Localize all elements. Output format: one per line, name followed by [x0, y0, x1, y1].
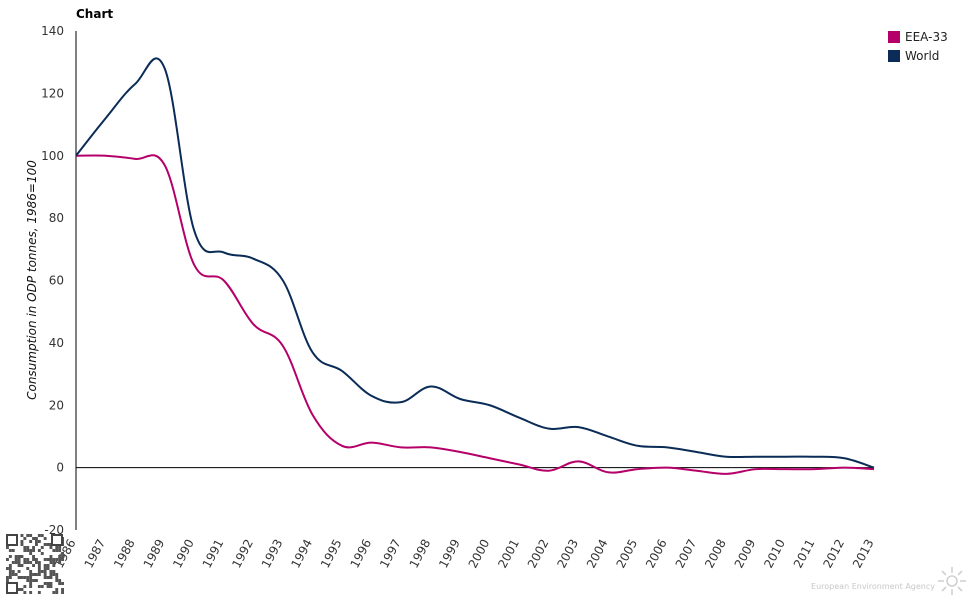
x-tick-label: 1998 [407, 537, 434, 571]
x-tick-label: 1994 [288, 537, 315, 571]
series-group [75, 57, 875, 475]
x-tick-label: 2008 [702, 537, 729, 571]
legend-label: World [905, 49, 939, 63]
y-tick-label: 0 [56, 461, 64, 475]
legend-item-world[interactable]: World [888, 49, 939, 63]
x-tick-label: 1995 [318, 537, 345, 571]
legend-swatch [888, 50, 900, 62]
y-tick-label: 40 [49, 336, 64, 350]
x-tick-label: 1999 [436, 537, 463, 571]
footer-credit: European Environment Agency [811, 582, 935, 591]
x-tick-label: 1987 [82, 537, 109, 571]
x-tick-label: 2004 [584, 537, 611, 571]
y-tick-label: 120 [41, 86, 64, 100]
x-tick-label: 1993 [259, 537, 286, 571]
series-line-eea-33 [75, 154, 875, 475]
x-tick-label: 2012 [820, 537, 847, 571]
x-tick-label: 2009 [732, 537, 759, 571]
eea-sun-logo-icon [938, 567, 966, 595]
x-axis-ticks: 1986 1987 1988 1989 1990 1991 1992 1993 1994 1995… [52, 537, 877, 571]
x-tick-label: 2003 [554, 537, 581, 571]
x-tick-label: 2001 [495, 537, 522, 571]
qr-code [6, 534, 64, 594]
y-axis-ticks: -20 0 20 40 60 80 100 120 140 [41, 24, 64, 537]
x-tick-label: 2011 [791, 537, 818, 571]
x-tick-label: 2000 [466, 537, 493, 571]
x-tick-label: 1989 [141, 537, 168, 571]
y-tick-label: 140 [41, 24, 64, 38]
x-tick-label: 2006 [643, 537, 670, 571]
x-tick-label: 1996 [348, 537, 375, 571]
legend[interactable]: EEA-33 World [888, 30, 948, 63]
x-tick-label: 2002 [525, 537, 552, 571]
x-tick-label: 1991 [200, 537, 227, 571]
y-tick-label: -20 [44, 523, 64, 537]
series-line-world [75, 57, 875, 469]
y-tick-label: 100 [41, 149, 64, 163]
legend-swatch [888, 31, 900, 43]
legend-label: EEA-33 [905, 30, 948, 44]
x-tick-label: 1988 [111, 537, 138, 571]
x-tick-label: 2007 [673, 537, 700, 571]
y-tick-label: 80 [49, 211, 64, 225]
x-tick-label: 1992 [229, 537, 256, 571]
x-tick-label: 2005 [614, 537, 641, 571]
y-axis-label: Consumption in ODP tonnes, 1986=100 [25, 160, 39, 400]
x-tick-label: 2013 [850, 537, 877, 571]
chart-title: Chart [76, 7, 114, 21]
legend-item-eea-33[interactable]: EEA-33 [888, 30, 948, 44]
x-tick-label: 1990 [170, 537, 197, 571]
y-tick-label: 20 [49, 398, 64, 412]
y-tick-label: 60 [49, 274, 64, 288]
x-tick-label: 2010 [761, 537, 788, 571]
x-tick-label: 1997 [377, 537, 404, 571]
